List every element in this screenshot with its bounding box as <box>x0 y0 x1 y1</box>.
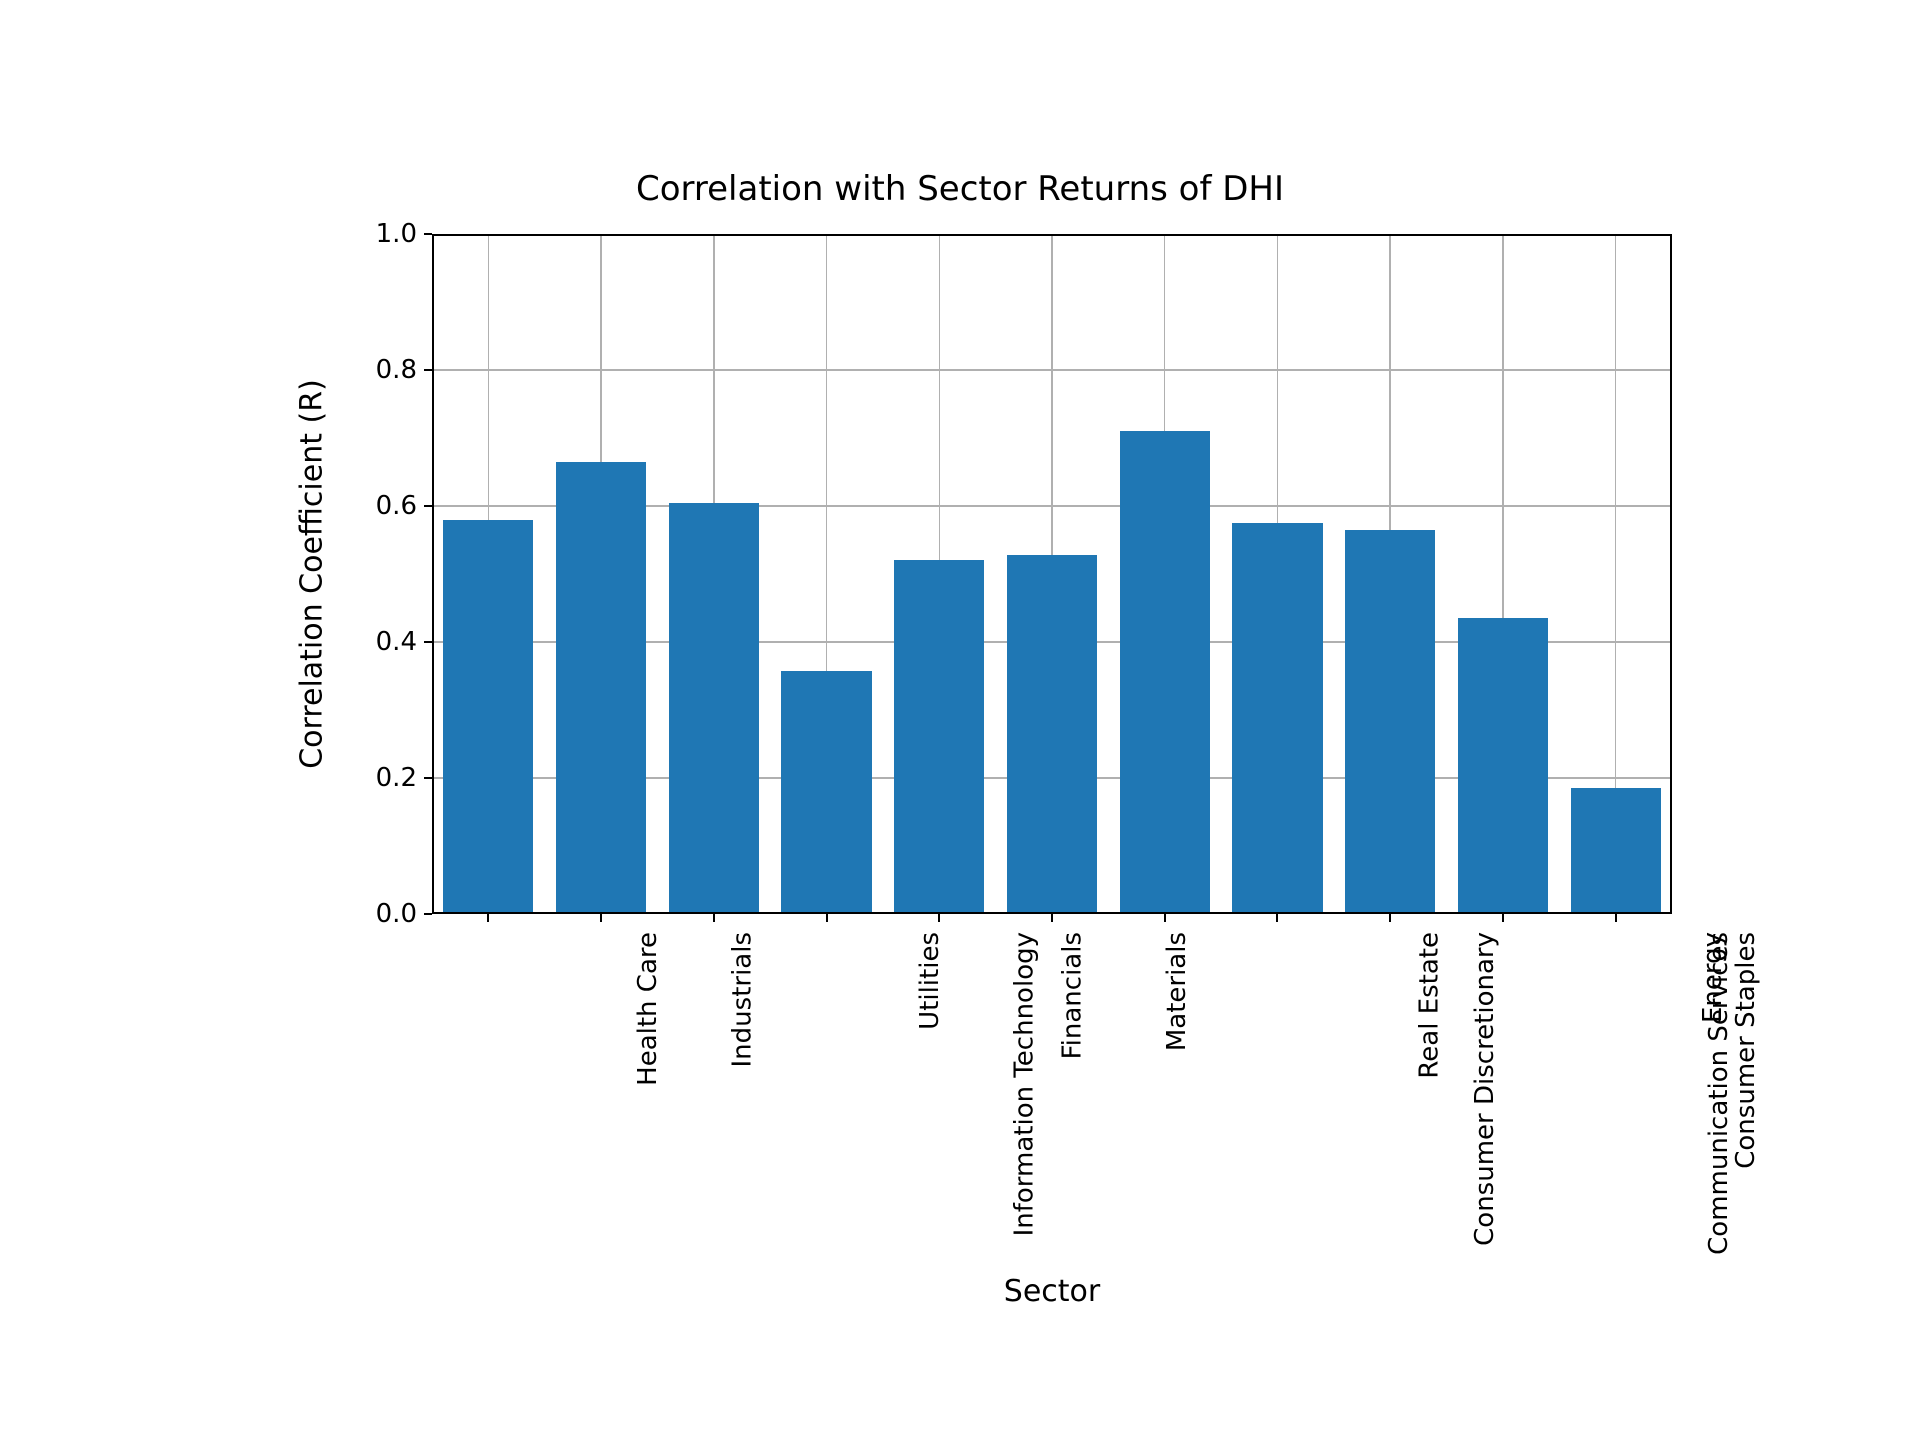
xtick-mark <box>1502 914 1504 922</box>
xtick-mark <box>1164 914 1166 922</box>
xtick-mark <box>1276 914 1278 922</box>
ytick-label: 0.4 <box>362 627 417 657</box>
bar <box>1232 523 1322 914</box>
bar <box>1458 618 1548 914</box>
xtick-mark <box>487 914 489 922</box>
ytick-mark <box>424 233 432 235</box>
xtick-label: Energy <box>1698 932 1728 1023</box>
ytick-mark <box>424 505 432 507</box>
x-axis-label: Sector <box>1004 1274 1100 1309</box>
xtick-label: Utilities <box>915 932 945 1030</box>
xtick-mark <box>1051 914 1053 922</box>
ytick-label: 0.6 <box>362 491 417 521</box>
bar <box>1571 788 1661 914</box>
xtick-mark <box>1389 914 1391 922</box>
ytick-label: 0.2 <box>362 763 417 793</box>
figure: Correlation with Sector Returns of DHI 0… <box>192 144 1728 1296</box>
chart-title: Correlation with Sector Returns of DHI <box>192 169 1728 209</box>
ytick-label: 0.0 <box>362 899 417 929</box>
xtick-mark <box>713 914 715 922</box>
ytick-label: 1.0 <box>362 219 417 249</box>
bar <box>894 560 984 914</box>
bar <box>781 671 871 914</box>
xtick-label: Real Estate <box>1415 932 1445 1079</box>
xtick-mark <box>826 914 828 922</box>
bar <box>443 520 533 914</box>
xtick-label: Financials <box>1058 932 1088 1059</box>
bar <box>1007 555 1097 914</box>
bar <box>556 462 646 914</box>
xtick-mark <box>938 914 940 922</box>
bar <box>1120 431 1210 914</box>
ytick-mark <box>424 641 432 643</box>
ytick-mark <box>424 913 432 915</box>
xtick-mark <box>600 914 602 922</box>
y-axis-label: Correlation Coefficient (R) <box>295 379 330 769</box>
ytick-mark <box>424 369 432 371</box>
xtick-label: Consumer Staples <box>1731 932 1761 1169</box>
bar <box>1345 530 1435 914</box>
xtick-mark <box>1615 914 1617 922</box>
xtick-label: Industrials <box>727 932 757 1067</box>
ytick-label: 0.8 <box>362 355 417 385</box>
xtick-label: Health Care <box>633 932 663 1086</box>
plot-area <box>432 234 1672 914</box>
ytick-mark <box>424 777 432 779</box>
bar <box>669 503 759 914</box>
xtick-label: Materials <box>1162 932 1192 1051</box>
xtick-label: Consumer Discretionary <box>1469 932 1499 1246</box>
xtick-label: Information Technology <box>1009 932 1039 1236</box>
